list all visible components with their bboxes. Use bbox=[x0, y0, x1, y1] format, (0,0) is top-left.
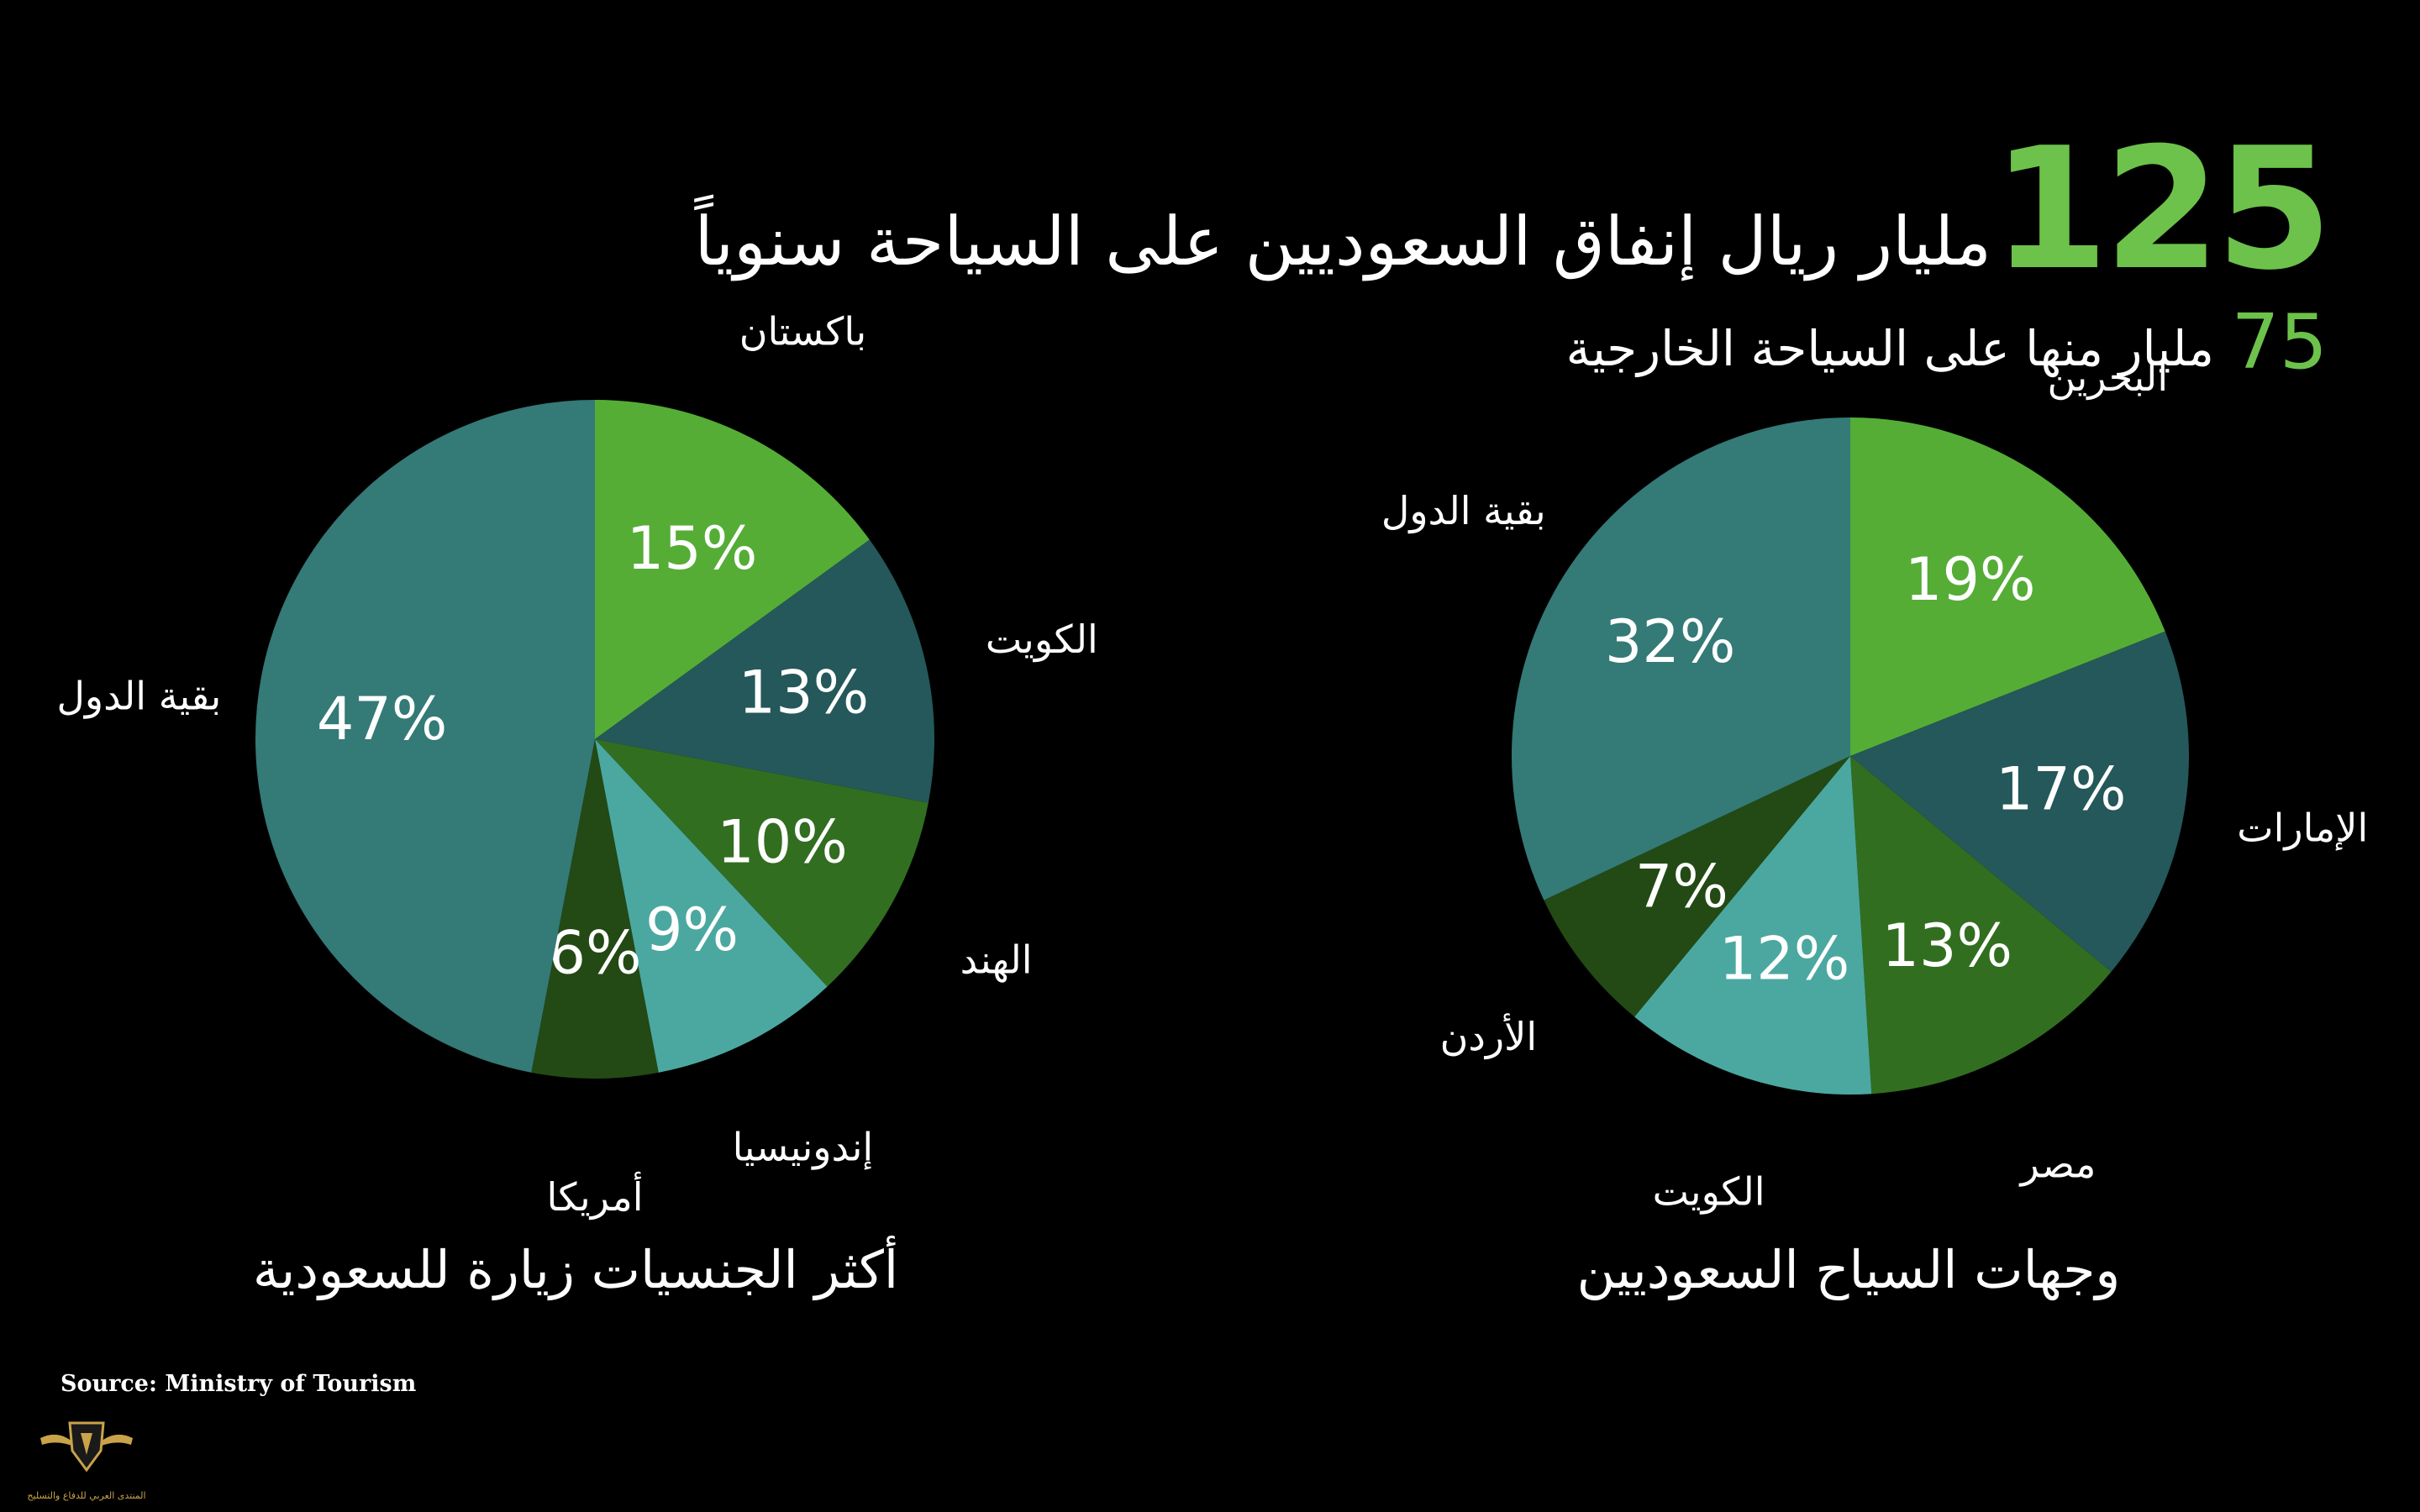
slice-value-label: 13% bbox=[739, 658, 870, 727]
slice-category-label: أمريكا bbox=[546, 1172, 643, 1221]
slice-value-label: 12% bbox=[1719, 924, 1850, 993]
slice-value-label: 47% bbox=[317, 685, 448, 753]
slice-category-label: إندونيسيا bbox=[733, 1125, 874, 1171]
slice-category-label: الكويت bbox=[1653, 1168, 1765, 1215]
slice-value-label: 15% bbox=[627, 514, 758, 583]
source-note: Source: Ministry of Tourism bbox=[60, 1371, 417, 1397]
slice-category-label: الإمارات bbox=[2237, 805, 2368, 851]
pie-slice bbox=[255, 400, 595, 1073]
pie-slice bbox=[595, 739, 929, 987]
slice-value-label: 10% bbox=[717, 808, 848, 877]
pie-slice bbox=[595, 539, 934, 803]
slice-category-label: مصر bbox=[2018, 1142, 2096, 1188]
slice-value-label: 7% bbox=[1635, 853, 1728, 921]
slice-value-label: 32% bbox=[1605, 607, 1736, 676]
slice-category-label: الكويت bbox=[986, 617, 1098, 663]
headline-big-number: 125 bbox=[1991, 112, 2333, 307]
slice-value-label: 6% bbox=[548, 919, 641, 988]
pie-slice bbox=[1850, 756, 2112, 1095]
headline-text: مليار ريال إنفاق السعوديين على السياحة س… bbox=[694, 202, 1991, 281]
slice-category-label: البحرين bbox=[2048, 354, 2169, 401]
forum-logo: المنتدى العربي للدفاع والتسليح bbox=[27, 1421, 146, 1501]
pie-slice bbox=[1850, 417, 2165, 756]
pie-slice bbox=[1634, 756, 1872, 1095]
pie-slice bbox=[595, 739, 828, 1073]
slice-value-label: 17% bbox=[1996, 755, 2127, 824]
chart-title-destinations: وجهات السياح السعوديين bbox=[1576, 1239, 2121, 1300]
pie-slice bbox=[1850, 631, 2189, 972]
slice-category-label: بقية الدول bbox=[57, 674, 222, 720]
slice-value-label: 13% bbox=[1881, 911, 2012, 980]
slice-category-label: باكستان bbox=[739, 308, 866, 354]
subheadline-number: 75 bbox=[2231, 298, 2328, 386]
pie-slice bbox=[531, 739, 659, 1079]
slice-category-label: بقية الدول bbox=[1381, 488, 1546, 534]
subheadline-text: مليار منها على السياحة الخارجية bbox=[1565, 320, 2214, 377]
slice-value-label: 9% bbox=[645, 895, 739, 964]
slice-category-label: الأردن bbox=[1440, 1013, 1538, 1060]
slice-value-label: 19% bbox=[1905, 545, 2036, 614]
slice-category-label: الهند bbox=[960, 937, 1033, 984]
pie-slice bbox=[595, 400, 870, 739]
logo-caption: المنتدى العربي للدفاع والتسليح bbox=[27, 1490, 145, 1501]
pie-slice bbox=[1512, 417, 1850, 900]
pie-slice bbox=[1544, 756, 1850, 1017]
chart-title-visitors: أكثر الجنسيات زيارة للسعودية bbox=[252, 1239, 899, 1300]
